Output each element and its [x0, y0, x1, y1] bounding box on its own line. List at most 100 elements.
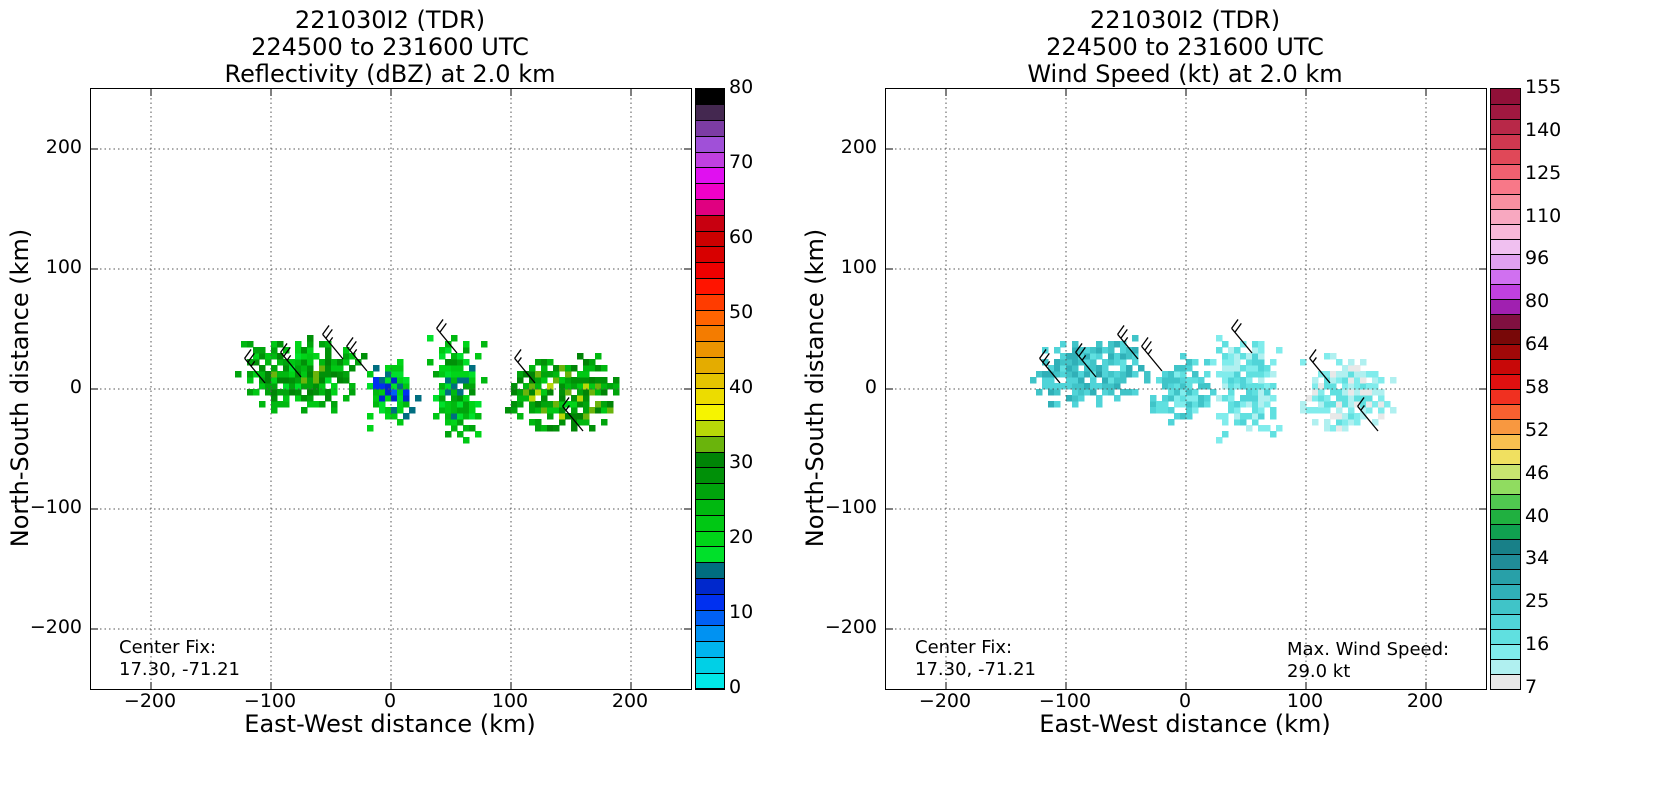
data-cell	[547, 389, 554, 396]
data-cell	[571, 419, 578, 426]
data-cell	[1090, 347, 1097, 354]
data-cell	[307, 371, 314, 378]
data-cell	[1252, 383, 1259, 390]
colorbar-segment	[696, 152, 724, 169]
data-cell	[1048, 371, 1055, 378]
data-cell	[397, 395, 404, 402]
x-tick-label: −200	[123, 690, 177, 712]
wind-speed-plot-svg	[886, 89, 1486, 689]
data-cell	[1216, 437, 1223, 444]
data-cell	[259, 365, 266, 372]
data-cell	[283, 365, 290, 372]
data-cell	[445, 365, 452, 372]
data-cell	[1114, 395, 1121, 402]
data-cell	[451, 413, 458, 420]
data-cell	[1168, 377, 1175, 384]
data-cell	[1270, 359, 1277, 366]
data-cell	[451, 407, 458, 414]
data-cell	[1258, 389, 1265, 396]
data-cell	[1198, 377, 1205, 384]
colorbar-tick-label: 7	[1525, 676, 1538, 698]
data-cell	[1072, 377, 1079, 384]
data-cell	[457, 413, 464, 420]
wind-barbs	[1039, 319, 1379, 432]
data-cell	[331, 365, 338, 372]
data-cell	[235, 371, 242, 378]
data-cell	[271, 341, 278, 348]
data-cell	[1120, 341, 1127, 348]
data-cell	[1228, 353, 1235, 360]
data-cell	[319, 389, 326, 396]
wind-barb	[280, 343, 302, 378]
data-cell	[313, 377, 320, 384]
data-cell	[559, 395, 566, 402]
data-cell	[1090, 383, 1097, 390]
data-cell	[265, 371, 272, 378]
data-cell	[1222, 383, 1229, 390]
data-cell	[1354, 371, 1361, 378]
colorbar-tick-label: 0	[729, 676, 742, 698]
data-cell	[283, 389, 290, 396]
colorbar-segment	[1491, 509, 1520, 525]
data-cell	[1324, 371, 1331, 378]
data-cell	[427, 359, 434, 366]
barb-flag	[1309, 349, 1317, 359]
data-cell	[1258, 413, 1265, 420]
barb-flag	[1075, 343, 1083, 353]
data-cell	[601, 377, 608, 384]
data-cell	[1252, 341, 1259, 348]
data-cell	[319, 359, 326, 366]
colorbar-segment	[696, 183, 724, 201]
data-cell	[445, 419, 452, 426]
data-cell	[457, 419, 464, 426]
data-cell	[469, 413, 476, 420]
data-cell	[451, 419, 458, 426]
data-cell	[1084, 383, 1091, 390]
data-cell	[247, 371, 254, 378]
data-cell	[325, 341, 332, 348]
colorbar-tick-label: 140	[1525, 118, 1562, 141]
data-cells	[235, 335, 620, 444]
data-cell	[445, 431, 452, 438]
data-cell	[307, 401, 314, 408]
data-cell	[1180, 401, 1187, 408]
data-cell	[559, 413, 566, 420]
data-cell	[301, 365, 308, 372]
data-cell	[475, 431, 482, 438]
data-cell	[1276, 347, 1283, 354]
data-cell	[1186, 389, 1193, 396]
data-cell	[1240, 365, 1247, 372]
data-cell	[1060, 359, 1067, 366]
data-cell	[319, 341, 326, 348]
data-cell	[1078, 383, 1085, 390]
data-cell	[1228, 389, 1235, 396]
data-cell	[1078, 389, 1085, 396]
data-cell	[1066, 359, 1073, 366]
data-cell	[1258, 359, 1265, 366]
y-tick-label: −100	[29, 496, 82, 518]
data-cell	[1204, 395, 1211, 402]
data-cell	[277, 389, 284, 396]
colorbar-segment	[696, 120, 724, 137]
data-cell	[391, 365, 398, 372]
data-cell	[1120, 371, 1127, 378]
data-cell	[463, 377, 470, 384]
data-cell	[1246, 401, 1253, 408]
data-cell	[1162, 395, 1169, 402]
wind-speed-panel: 221030I2 (TDR) 224500 to 231600 UTC Wind…	[801, 0, 1655, 787]
colorbar-segment	[1491, 464, 1520, 480]
data-cell	[1300, 407, 1307, 414]
data-cell	[367, 413, 374, 420]
data-cell	[535, 425, 542, 432]
data-cell	[301, 395, 308, 402]
colorbar-segment	[696, 546, 724, 564]
data-cell	[1072, 389, 1079, 396]
data-cell	[397, 359, 404, 366]
data-cell	[307, 365, 314, 372]
data-cell	[1054, 371, 1061, 378]
data-cell	[1348, 383, 1355, 390]
data-cell	[559, 377, 566, 384]
data-cell	[307, 335, 314, 342]
data-cell	[1060, 365, 1067, 372]
data-cell	[1330, 353, 1337, 360]
